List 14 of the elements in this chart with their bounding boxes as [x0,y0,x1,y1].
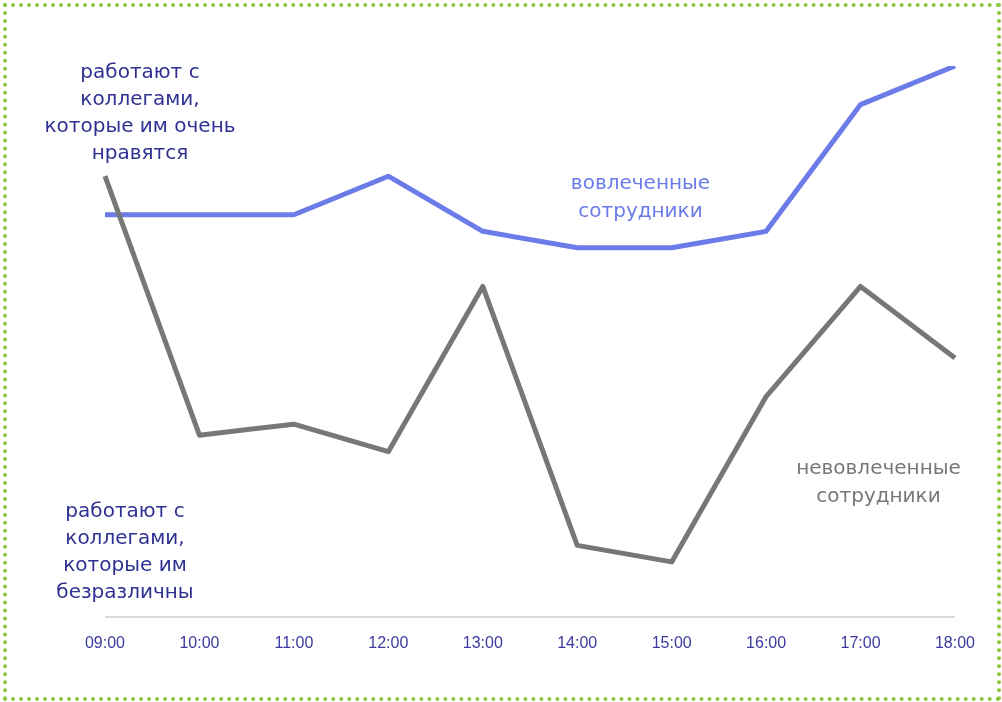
x-tick-label: 15:00 [651,634,692,652]
x-tick-label: 12:00 [368,634,409,652]
x-tick-label: 18:00 [934,634,976,652]
series-label: вовлеченные сотрудники [569,168,712,224]
annotation: работают с коллегами, которые им безразличны [55,497,195,605]
text: невовлеченные сотрудники [795,454,962,509]
x-tick-label: 16:00 [746,634,787,652]
x-tick-label: 11:00 [274,634,314,652]
annotation: работают с коллегами, которые им очень нравятся [43,58,237,166]
x-tick-label: 13:00 [462,634,503,652]
x-tick-label: 17:00 [840,634,881,652]
x-tick-label: 14:00 [557,634,598,652]
x-tick-label: 10:00 [179,634,220,652]
x-tick-label: 09:00 [84,634,126,652]
